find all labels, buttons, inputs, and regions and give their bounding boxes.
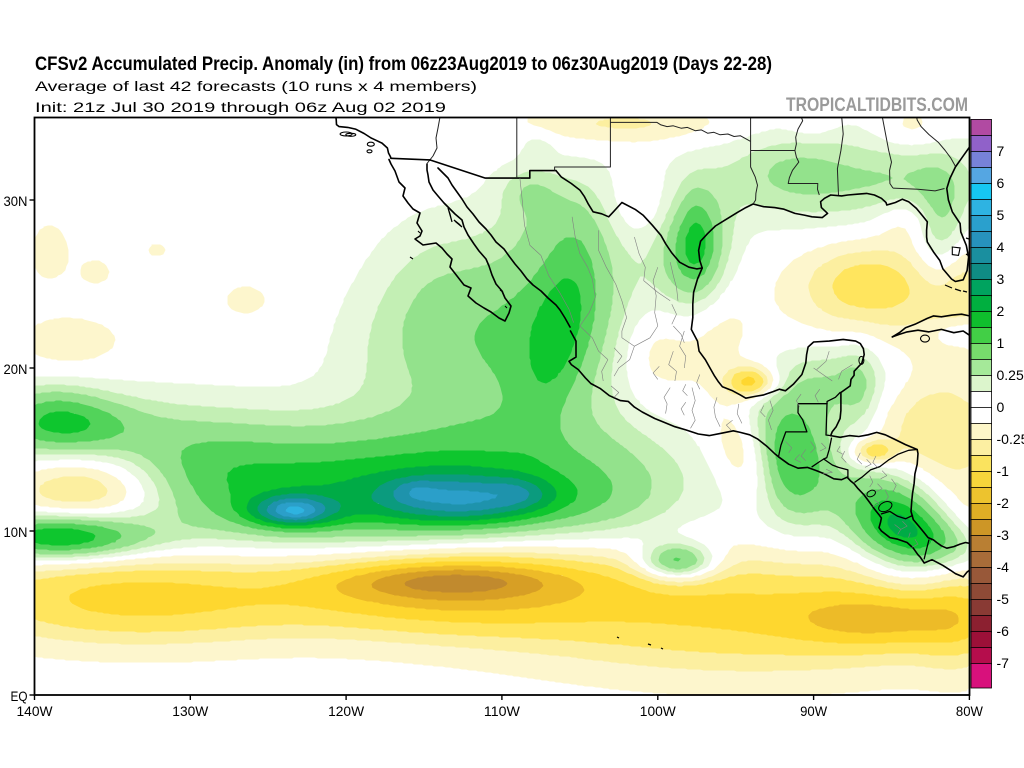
svg-text:3: 3	[997, 271, 1005, 287]
svg-text:-7: -7	[997, 655, 1010, 671]
svg-text:100W: 100W	[640, 703, 677, 719]
svg-text:Init: 21z Jul 30 2019 through: Init: 21z Jul 30 2019 through 06z Aug 02…	[35, 99, 446, 115]
svg-text:0: 0	[997, 399, 1005, 415]
svg-text:1: 1	[997, 335, 1005, 351]
svg-text:-3: -3	[997, 527, 1010, 543]
svg-text:-5: -5	[997, 591, 1010, 607]
svg-text:120W: 120W	[328, 703, 365, 719]
svg-text:20N: 20N	[4, 361, 28, 377]
svg-text:TROPICALTIDBITS.COM: TROPICALTIDBITS.COM	[786, 95, 968, 116]
svg-text:2: 2	[997, 303, 1005, 319]
svg-text:-0.25: -0.25	[997, 431, 1024, 447]
svg-text:-4: -4	[997, 559, 1010, 575]
svg-text:Average of last 42 forecasts (: Average of last 42 forecasts (10 runs x …	[35, 78, 477, 94]
svg-text:130W: 130W	[172, 703, 209, 719]
svg-text:140W: 140W	[17, 703, 54, 719]
svg-text:110W: 110W	[484, 703, 521, 719]
svg-text:4: 4	[997, 239, 1005, 255]
svg-text:EQ: EQ	[11, 688, 28, 704]
svg-text:80W: 80W	[956, 703, 984, 719]
svg-text:7: 7	[997, 143, 1005, 159]
svg-text:5: 5	[997, 207, 1005, 223]
svg-text:30N: 30N	[4, 193, 28, 209]
svg-text:CFSv2 Accumulated Precip. Anom: CFSv2 Accumulated Precip. Anomaly (in) f…	[35, 54, 772, 75]
svg-text:90W: 90W	[800, 703, 828, 719]
svg-text:0.25: 0.25	[997, 367, 1024, 383]
svg-text:10N: 10N	[4, 524, 28, 540]
svg-text:-1: -1	[997, 463, 1010, 479]
svg-text:6: 6	[997, 175, 1005, 191]
svg-text:-2: -2	[997, 495, 1010, 511]
svg-text:-6: -6	[997, 623, 1010, 639]
